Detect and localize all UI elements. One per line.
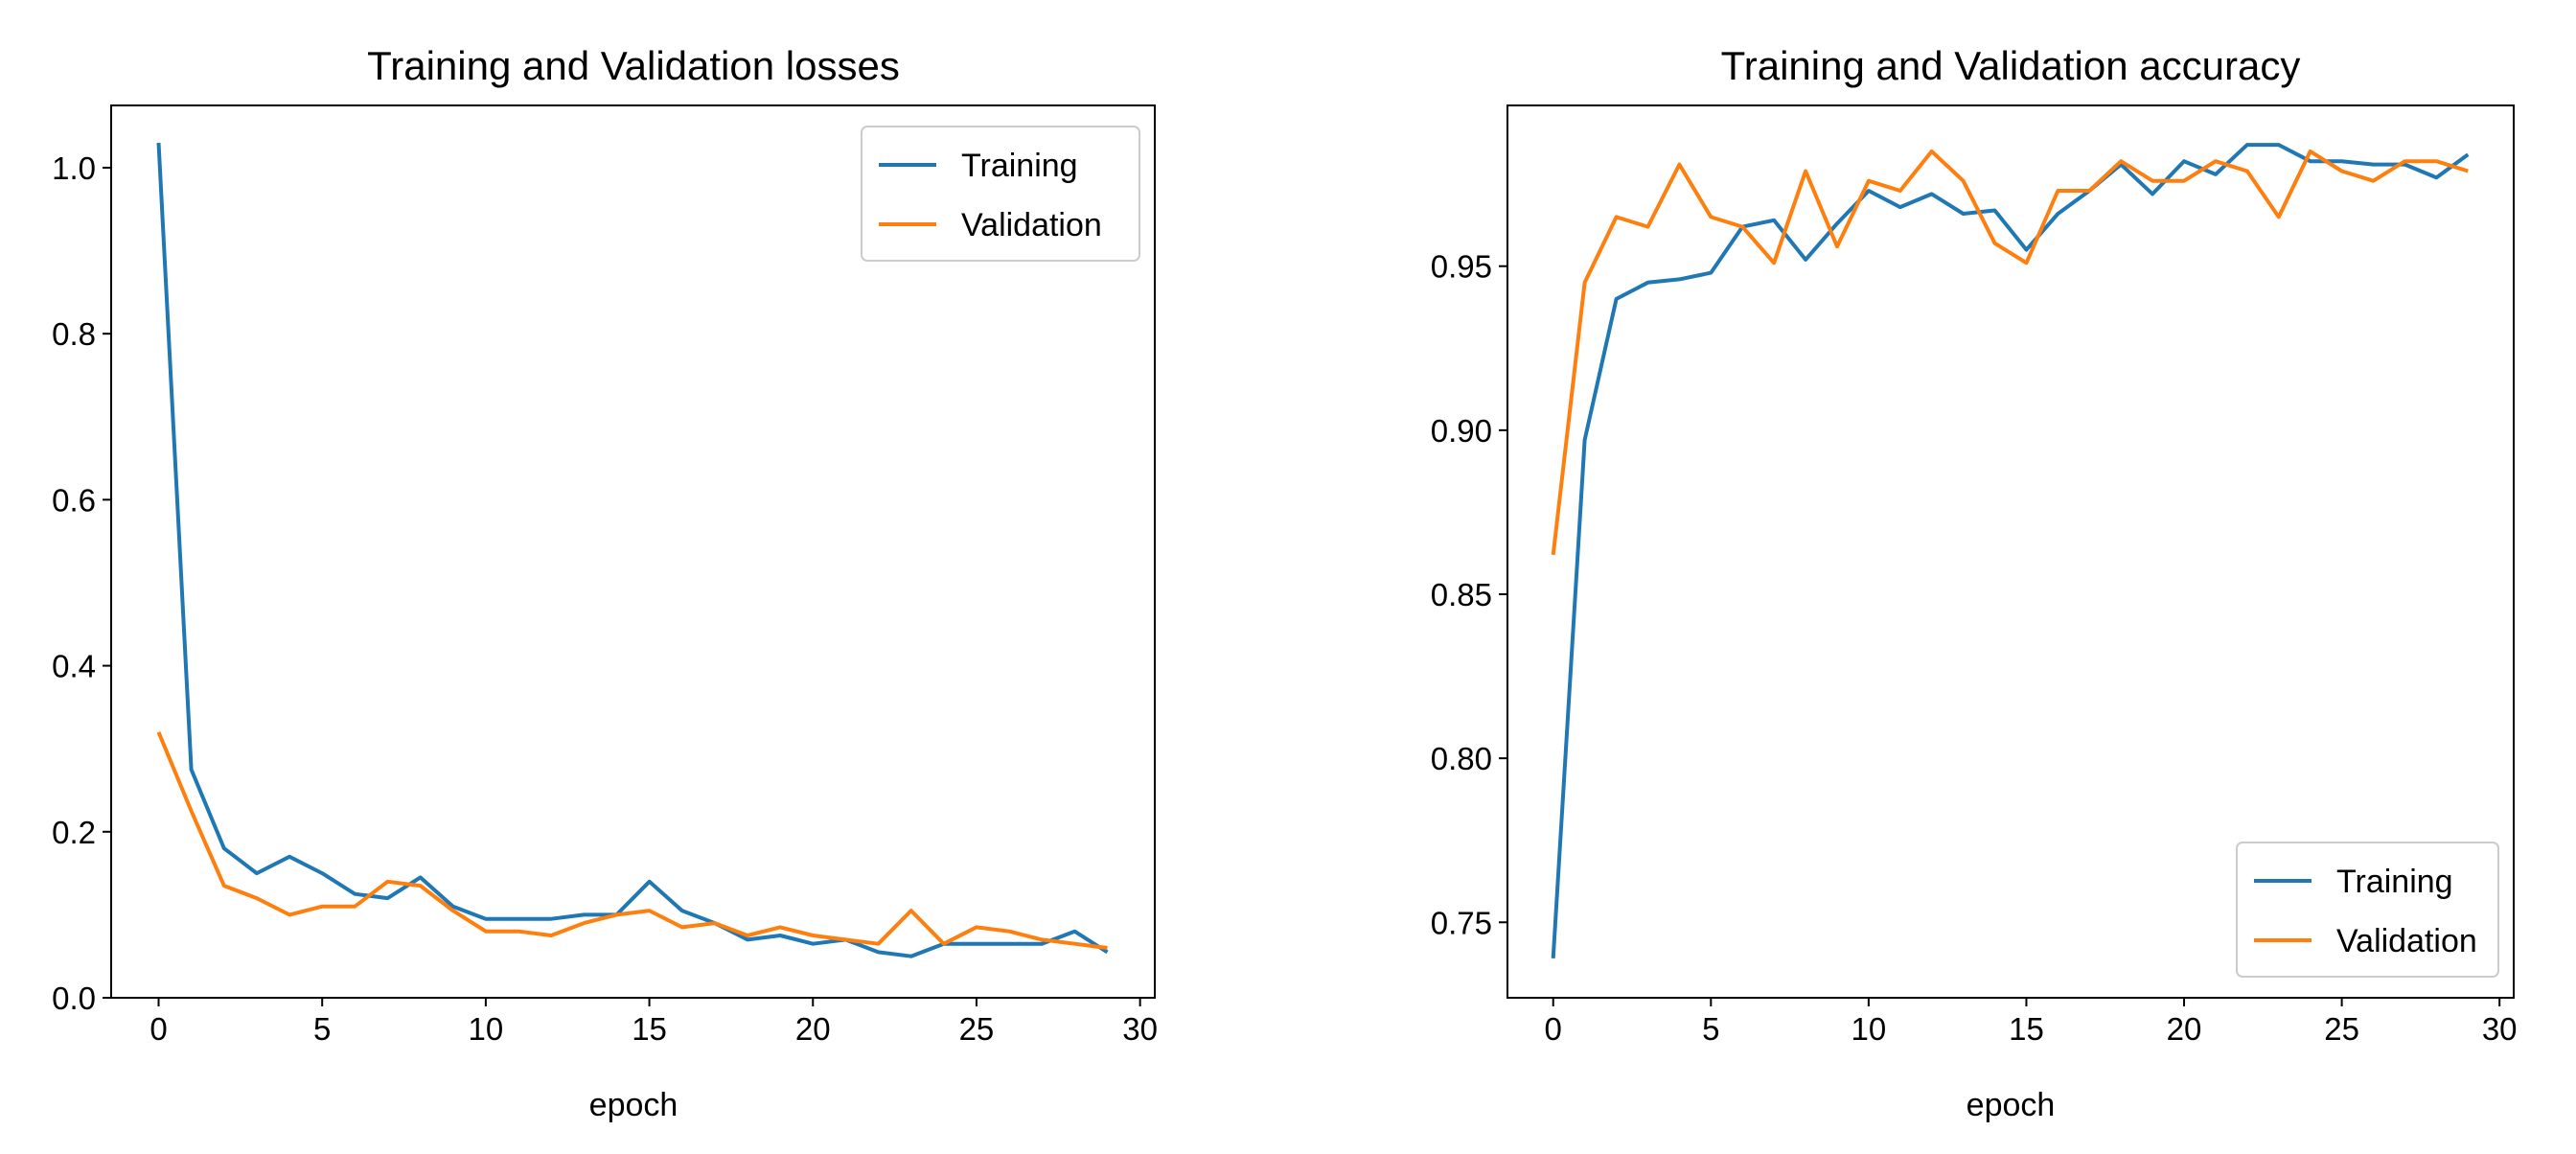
y-tick-label: 0.2 — [52, 815, 96, 850]
x-axis-label: epoch — [589, 1087, 678, 1123]
series-line-validation — [156, 731, 1108, 950]
x-tick-label: 15 — [632, 1011, 667, 1047]
legend-frame — [2236, 842, 2499, 978]
y-tick-label: 0.85 — [1431, 577, 1492, 612]
x-tick-label: 20 — [2167, 1011, 2202, 1047]
series-line-training — [1551, 143, 2470, 959]
x-tick-label: 15 — [2009, 1011, 2044, 1047]
x-tick-label: 10 — [469, 1011, 504, 1047]
x-tick-label: 5 — [1702, 1011, 1719, 1047]
chart-title: Training and Validation losses — [367, 43, 900, 88]
x-tick-label: 5 — [313, 1011, 331, 1047]
y-tick-label: 0.4 — [52, 649, 96, 684]
x-tick-label: 30 — [1122, 1011, 1158, 1047]
y-tick-label: 0.0 — [52, 981, 96, 1016]
chart-title: Training and Validation accuracy — [1721, 43, 2301, 88]
y-tick-label: 0.80 — [1431, 741, 1492, 776]
y-tick-label: 0.90 — [1431, 413, 1492, 449]
x-tick-label: 20 — [795, 1011, 831, 1047]
series-line-training — [156, 142, 1109, 958]
x-tick-label: 25 — [959, 1011, 995, 1047]
chart-accuracy: Training and Validation accuracy epoch 0… — [1431, 43, 2518, 1123]
axes-frame — [1506, 104, 2515, 999]
y-tick-label: 0.95 — [1431, 249, 1492, 285]
y-tick-label: 0.6 — [52, 482, 96, 518]
legend: Training Validation — [2236, 842, 2499, 978]
chart-losses: Training and Validation losses epoch 0 5 1… — [52, 43, 1158, 1123]
legend-frame — [861, 126, 1140, 262]
series-line-validation — [1551, 149, 2469, 556]
x-tick-label: 25 — [2324, 1011, 2359, 1047]
legend-label-validation: Validation — [961, 207, 1102, 243]
axes-frame — [110, 104, 1156, 999]
x-tick-label: 30 — [2482, 1011, 2518, 1047]
x-axis-label: epoch — [1966, 1087, 2056, 1123]
x-tick-label: 10 — [1852, 1011, 1887, 1047]
legend-label-validation: Validation — [2336, 923, 2477, 959]
y-tick-label: 1.0 — [52, 150, 96, 186]
legend: Training Validation — [861, 126, 1140, 262]
x-tick-label: 0 — [1545, 1011, 1562, 1047]
y-tick-label: 0.8 — [52, 316, 96, 352]
y-tick-label: 0.75 — [1431, 905, 1492, 940]
x-tick-label: 0 — [150, 1011, 167, 1047]
legend-label-training: Training — [961, 148, 1078, 184]
legend-label-training: Training — [2336, 864, 2453, 900]
